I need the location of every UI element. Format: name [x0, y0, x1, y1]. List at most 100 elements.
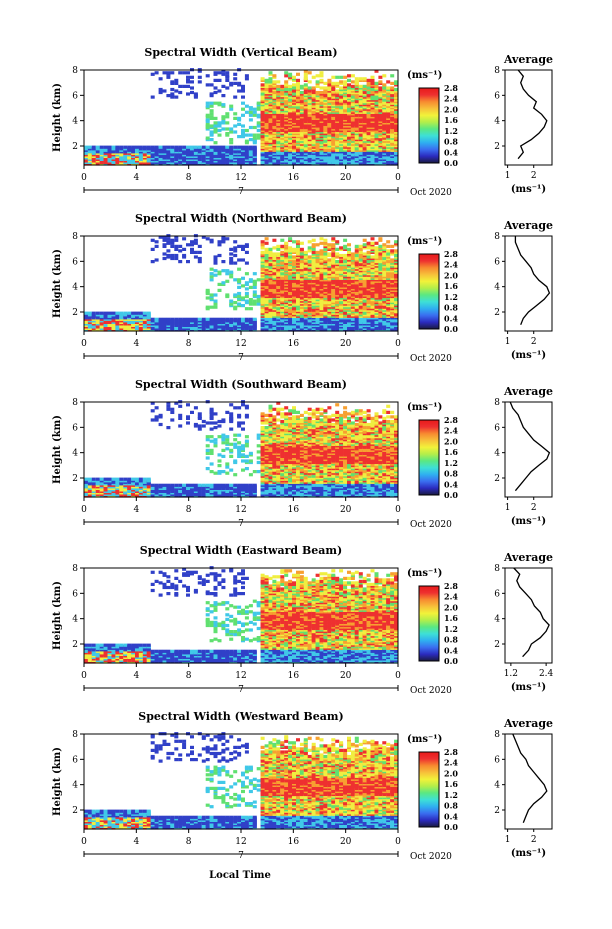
heatmap-cell — [197, 317, 202, 321]
heatmap-cell — [158, 235, 163, 239]
heatmap-cell — [374, 249, 379, 253]
heatmap-cell — [244, 139, 249, 143]
heatmap-cell — [241, 296, 245, 300]
heatmap-cell — [386, 86, 391, 90]
heatmap-cell — [225, 269, 230, 273]
heatmap-cell — [174, 145, 179, 149]
heatmap-cell — [292, 240, 296, 244]
y-tick-label: 2 — [72, 142, 78, 152]
heatmap-cell — [174, 244, 179, 248]
heatmap-cell — [205, 104, 210, 108]
heatmap-cell — [292, 89, 296, 93]
heatmap-cell — [178, 260, 183, 264]
heatmap-cell — [217, 270, 222, 274]
average-y-tick-label: 8 — [494, 66, 500, 76]
heatmap-cell — [229, 270, 234, 274]
heatmap-cell — [339, 260, 344, 264]
heatmap-cell — [319, 241, 324, 245]
heatmap-cell — [296, 81, 300, 85]
heatmap-cell — [213, 127, 218, 131]
heatmap-cell — [343, 80, 348, 84]
heatmap-cell — [233, 246, 238, 250]
heatmap-cell — [311, 243, 316, 247]
heatmap-cell — [311, 250, 316, 254]
heatmap-cell — [84, 145, 88, 149]
heatmap-cell — [217, 89, 222, 93]
heatmap-cell — [248, 133, 253, 137]
heatmap-cell — [394, 132, 399, 136]
heatmap-cell — [213, 71, 218, 75]
heatmap-cell — [170, 145, 175, 149]
heatmap-cell — [99, 311, 104, 315]
heatmap-cell — [319, 90, 324, 95]
heatmap-cell — [378, 94, 383, 98]
heatmap-cell — [166, 75, 171, 79]
heatmap-cell — [162, 252, 167, 256]
heatmap-cell — [260, 240, 265, 244]
heatmap-cell — [201, 235, 206, 239]
heatmap-cell — [350, 80, 355, 84]
heatmap-cell — [354, 253, 359, 258]
heatmap-cell — [209, 293, 214, 297]
heatmap-cell — [378, 139, 383, 143]
heatmap-cell — [229, 104, 234, 108]
heatmap-cell — [256, 128, 261, 133]
heatmap-cell — [256, 124, 261, 128]
heatmap-cell — [201, 145, 206, 149]
heatmap-cell — [225, 127, 230, 131]
heatmap-cell — [343, 253, 348, 258]
heatmap-cell — [252, 290, 257, 294]
heatmap-cell — [390, 116, 395, 120]
heatmap-cell — [241, 135, 245, 139]
heatmap-cell — [260, 92, 265, 96]
heatmap-cell — [370, 78, 375, 82]
heatmap-cell — [209, 124, 214, 128]
heatmap-cell — [225, 112, 230, 116]
heatmap-cell — [370, 116, 375, 120]
heatmap-cell — [327, 258, 332, 262]
heatmap-cell — [146, 311, 151, 315]
heatmap-cell — [394, 87, 399, 92]
heatmap-cell — [272, 246, 277, 250]
heatmap-cell — [394, 139, 399, 143]
heatmap-cell — [252, 317, 257, 321]
heatmap-cell — [374, 116, 379, 120]
heatmap-cell — [303, 255, 308, 259]
heatmap-cell — [335, 89, 340, 93]
heatmap-cell — [244, 294, 249, 299]
heatmap-cell — [213, 101, 218, 105]
heatmap-cell — [209, 104, 214, 108]
heatmap-cell — [280, 250, 285, 254]
heatmap-cell — [343, 116, 348, 120]
heatmap-cell — [370, 246, 375, 250]
heatmap-cell — [299, 95, 304, 99]
heatmap-cell — [237, 294, 242, 299]
heatmap-cell — [178, 145, 183, 149]
heatmap-cell — [221, 115, 226, 119]
heatmap-cell — [237, 278, 242, 282]
heatmap-cell — [225, 145, 230, 149]
heatmap-cell — [146, 145, 151, 149]
heatmap-cell — [123, 311, 128, 315]
heatmap-cell — [150, 238, 155, 242]
heatmap-cell — [362, 132, 367, 136]
heatmap-cell — [229, 302, 234, 306]
heatmap-cell — [347, 78, 351, 82]
heatmap-cell — [241, 304, 245, 308]
heatmap-cell — [370, 75, 375, 79]
heatmap-cell — [186, 260, 190, 264]
heatmap-cell — [343, 260, 348, 264]
heatmap-cell — [115, 311, 120, 315]
heatmap-cell — [217, 288, 222, 292]
heatmap-cell — [252, 272, 257, 276]
heatmap-cell — [390, 86, 395, 90]
heatmap-cell — [248, 118, 253, 122]
heatmap-cell — [378, 252, 383, 256]
heatmap-cell — [272, 132, 277, 136]
heatmap-cell — [197, 244, 202, 248]
heatmap-cell — [343, 132, 348, 136]
heatmap-cell — [264, 78, 269, 82]
x-tick-label: 0 — [81, 173, 87, 183]
heatmap-cell — [213, 124, 218, 128]
heatmap — [84, 68, 399, 166]
